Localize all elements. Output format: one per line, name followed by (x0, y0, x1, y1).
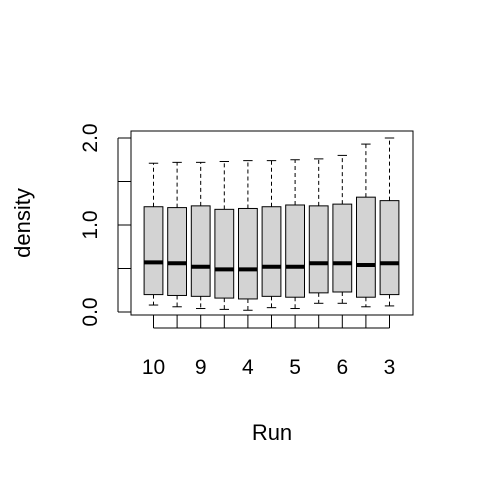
box-iqr (308, 205, 329, 294)
box-iqr (285, 204, 306, 298)
x-tick-label: 10 (142, 356, 165, 379)
box-10 (356, 143, 376, 308)
box-6 (261, 160, 282, 309)
x-tick-label: 4 (242, 356, 254, 379)
box-9 (332, 154, 353, 304)
x-tick-label: 6 (336, 356, 348, 379)
y-axis-label: density (10, 188, 35, 258)
y-tick-label: 1.0 (79, 210, 102, 239)
box-8 (308, 158, 329, 304)
x-axis-label: Run (252, 420, 292, 445)
box-iqr (143, 206, 164, 296)
box-2 (167, 161, 187, 308)
box-5 (238, 160, 258, 311)
box-iqr (379, 200, 400, 296)
box-3 (190, 161, 211, 310)
box-1 (143, 162, 164, 306)
x-tick-label: 9 (195, 356, 207, 379)
box-iqr (190, 205, 211, 297)
y-tick-label: 2.0 (79, 123, 102, 152)
y-tick-label: 0.0 (79, 297, 102, 326)
box-iqr (261, 206, 282, 297)
box-4 (214, 160, 235, 310)
box-iqr (167, 207, 187, 296)
x-axis: 10 9 4 5 6 3 (142, 315, 396, 379)
box-7 (285, 159, 306, 310)
x-tick-label: 5 (289, 356, 301, 379)
box-iqr (214, 208, 235, 299)
box-iqr (356, 196, 376, 298)
box-iqr (332, 203, 353, 293)
x-tick-label: 3 (384, 356, 396, 379)
y-axis: 0.0 1.0 2.0 (79, 123, 131, 327)
box-iqr (238, 207, 258, 300)
box-11 (379, 137, 400, 307)
box-series (143, 137, 400, 311)
